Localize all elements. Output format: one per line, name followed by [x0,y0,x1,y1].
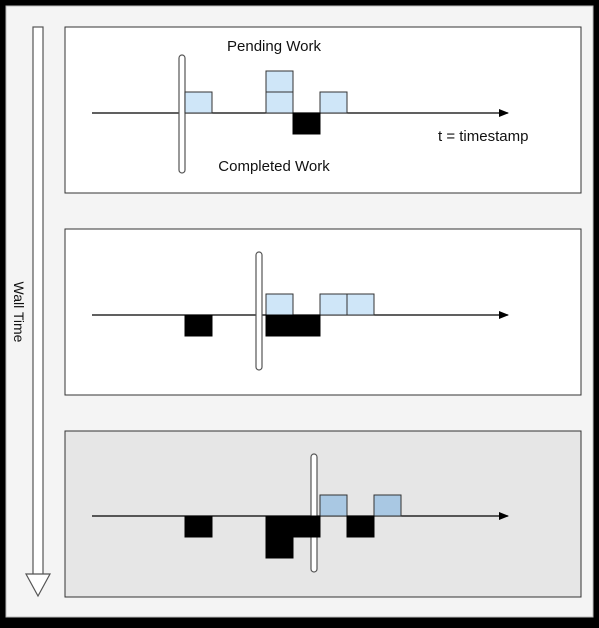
panel-3-pending-work-box [319,494,348,517]
timestamp-axis-label: t = timestamp [438,128,528,145]
wall-time-label: Wall Time [11,282,27,343]
panel-2-work-boxes [184,293,375,337]
wall-time-arrow-head [24,573,52,598]
panel-3-completed-work-box [292,515,321,538]
panel-2-pending-work-box [265,293,294,316]
panel-3-completed-work-box [184,515,213,538]
panel-2-completed-work-box [265,314,294,337]
panel-1-pending-work-box [319,91,348,114]
panel-3-work-boxes [184,494,402,559]
completed-work-label: Completed Work [218,158,330,175]
panel-1-completed-work-box [292,112,321,135]
panel-2-completed-work-box [292,314,321,337]
panel-1-watermark-marker [178,54,186,174]
panel-3-watermark-marker [310,453,318,573]
pending-work-label: Pending Work [227,38,321,55]
panel-3-completed-work-box [346,515,375,538]
panel-1: Pending Work Completed Work t = timestam… [64,26,582,194]
panel-3-pending-work-box [373,494,402,517]
panel-1-pending-work-box [265,91,294,114]
panel-2-watermark-marker [255,251,263,371]
panel-1-pending-work-box [184,91,213,114]
panel-2-pending-work-box [319,293,348,316]
panel-3-completed-work-box [265,515,294,538]
panel-1-pending-work-box [265,70,294,93]
panel-1-work-boxes [184,70,348,135]
panel-3-completed-work-box [265,536,294,559]
panel-2-completed-work-box [184,314,213,337]
wall-time-arrow: Wall Time [11,26,52,598]
panel-2-pending-work-box [346,293,375,316]
panel-2 [64,228,582,396]
panel-3 [64,430,582,598]
wall-time-arrow-shaft [32,26,44,576]
